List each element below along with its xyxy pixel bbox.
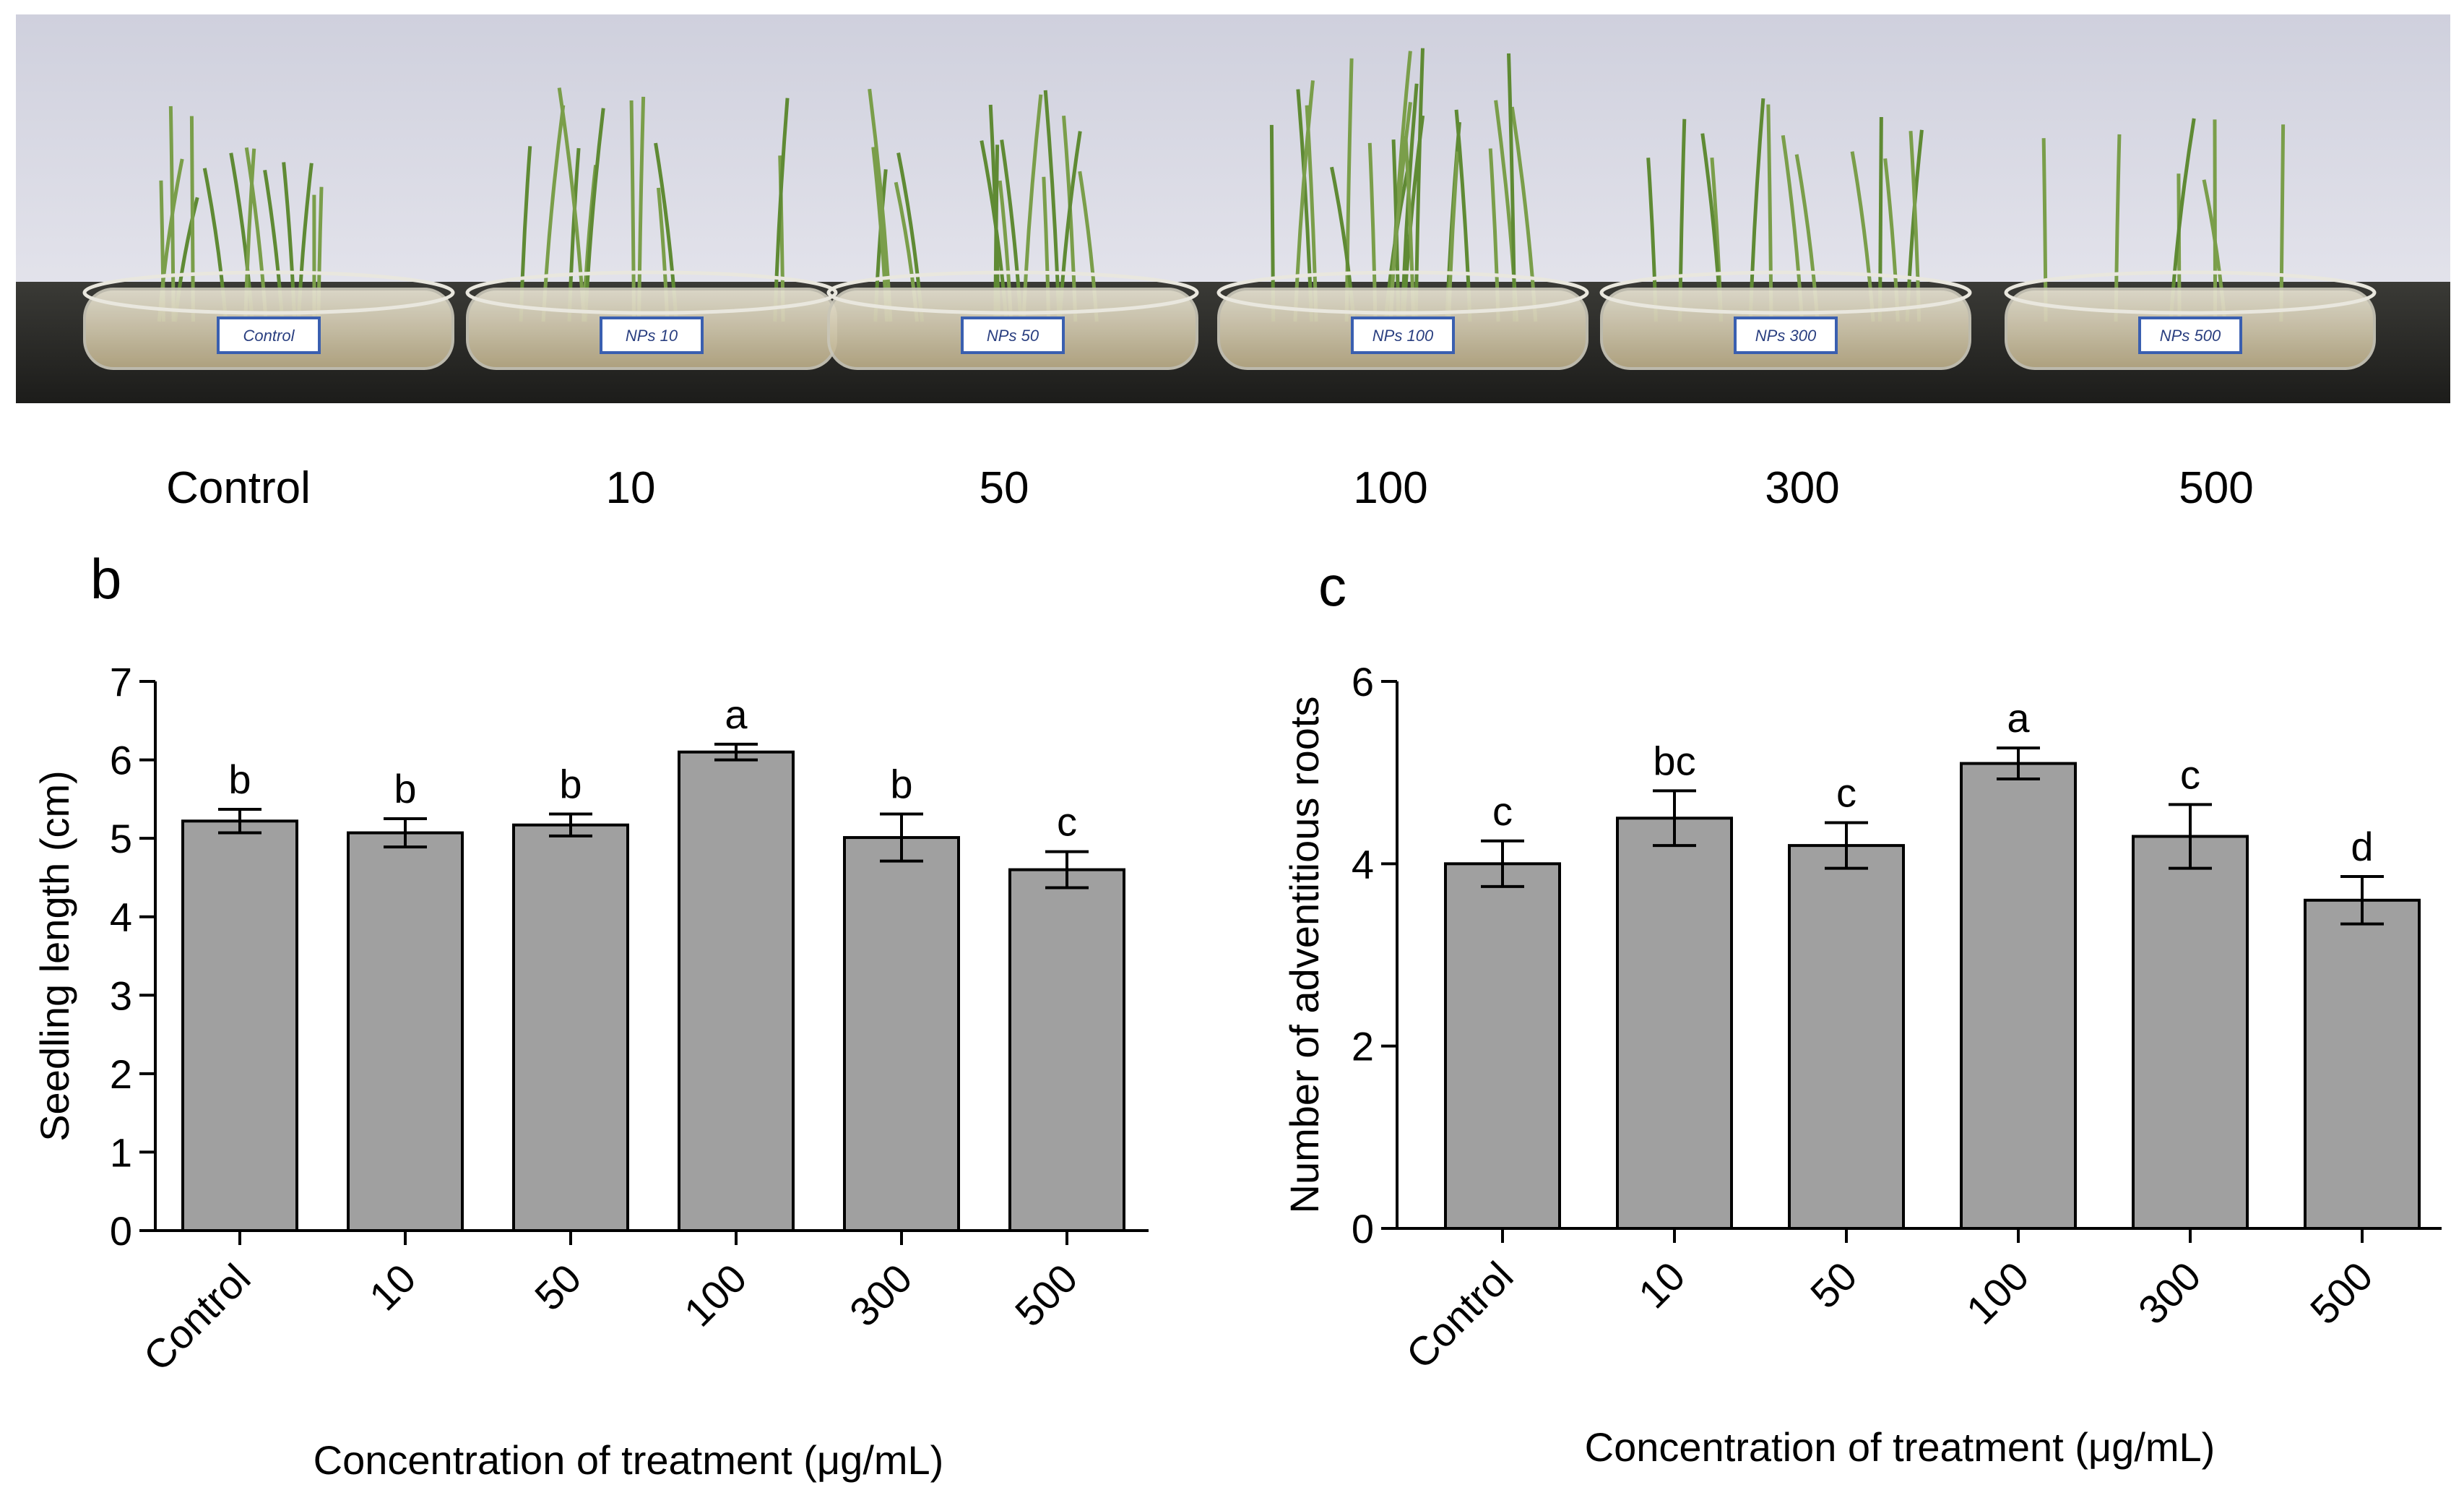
dish-rim bbox=[82, 270, 455, 315]
dish-sticker bbox=[961, 316, 1065, 354]
dish-sticker bbox=[1351, 316, 1455, 354]
seedling-photo: Control NPs 10 NPs 50 NPs 100 NPs 300 NPs 500 bbox=[16, 14, 2450, 403]
petri-dish: NPs 100 bbox=[1216, 48, 1589, 370]
seedling-leaf bbox=[1344, 58, 1354, 322]
significance-letter: b bbox=[559, 761, 582, 806]
y-tick-label: 4 bbox=[1352, 841, 1374, 887]
significance-letter: c bbox=[1057, 799, 1077, 845]
dish-sticker-text: NPs 50 bbox=[987, 327, 1039, 345]
chart-adventitious-roots: 0 2 4 6 Number of adventitious roots c Control… bbox=[1281, 659, 2442, 1470]
significance-letter: c bbox=[1492, 788, 1513, 834]
bar-50 bbox=[1788, 844, 1905, 1231]
x-tick-label: 100 bbox=[1958, 1253, 2038, 1333]
x-tick-label: Control bbox=[1397, 1253, 1521, 1377]
bar-100 bbox=[678, 750, 795, 1232]
bar-300 bbox=[843, 836, 960, 1232]
seedling-photo-illustration: Control NPs 10 NPs 50 NPs 100 NPs 300 NPs 500 bbox=[16, 14, 2450, 403]
dish-sticker-text: NPs 300 bbox=[1755, 327, 1817, 345]
y-tick-label: 2 bbox=[1352, 1024, 1374, 1069]
significance-letter: c bbox=[2180, 752, 2200, 797]
y-tick-label: 3 bbox=[110, 973, 132, 1018]
panel-b-letter: b bbox=[90, 547, 122, 611]
y-tick-label: 6 bbox=[1352, 659, 1374, 705]
bar-50 bbox=[512, 823, 629, 1232]
x-tick-label: 300 bbox=[841, 1255, 921, 1335]
bar-300 bbox=[2132, 835, 2249, 1230]
dish-sticker bbox=[217, 316, 321, 354]
dish-rim bbox=[465, 270, 838, 315]
bar-control bbox=[1444, 862, 1561, 1230]
seedling-leaf bbox=[1414, 48, 1425, 322]
petri-dish: NPs 10 bbox=[465, 87, 838, 370]
dish-sticker bbox=[2138, 316, 2242, 354]
photo-label-300: 300 bbox=[1765, 463, 1840, 513]
y-tick-label: 1 bbox=[110, 1129, 132, 1175]
significance-letter: c bbox=[1836, 770, 1856, 816]
x-axis-label: Concentration of treatment (μg/mL) bbox=[1585, 1424, 2216, 1470]
dish-sticker-text: NPs 500 bbox=[2160, 327, 2221, 345]
significance-letter: a bbox=[2007, 695, 2030, 741]
y-tick-label: 7 bbox=[110, 659, 132, 705]
seedling-leaf bbox=[1507, 53, 1517, 322]
x-tick-label: 300 bbox=[2130, 1253, 2210, 1333]
dish-sticker-text: NPs 10 bbox=[626, 327, 678, 345]
petri-dish: Control bbox=[82, 105, 455, 370]
y-tick-label: 6 bbox=[110, 738, 132, 783]
significance-letter: b bbox=[890, 761, 912, 806]
petri-dish: NPs 300 bbox=[1599, 98, 1972, 370]
significance-letter: bc bbox=[1653, 738, 1695, 783]
y-axis-label: Seedling length (cm) bbox=[32, 770, 77, 1142]
photo-label-50: 50 bbox=[979, 463, 1029, 513]
significance-letter: d bbox=[2351, 824, 2373, 869]
y-axis-label: Number of adventitious roots bbox=[1281, 697, 1327, 1214]
significance-letter: a bbox=[725, 692, 748, 737]
x-axis-label: Concentration of treatment (μg/mL) bbox=[314, 1437, 944, 1483]
y-tick-label: 0 bbox=[1352, 1206, 1374, 1252]
x-tick-label: Control bbox=[134, 1255, 259, 1379]
y-tick-label: 2 bbox=[110, 1051, 132, 1097]
dish-sticker bbox=[600, 316, 704, 354]
chart-seedling-length: 0 1 2 3 4 5 6 7 Seedling length (cm) b Control b 10 b… bbox=[32, 659, 1149, 1483]
dish-sticker-text: Control bbox=[243, 327, 295, 345]
bar-500 bbox=[2304, 898, 2421, 1230]
petri-dish: NPs 500 bbox=[2004, 118, 2377, 370]
x-tick-label: 500 bbox=[1006, 1255, 1086, 1335]
bar-500 bbox=[1008, 868, 1125, 1232]
dish-rim bbox=[1216, 270, 1589, 315]
significance-letter: b bbox=[228, 757, 251, 802]
x-tick-label: 500 bbox=[2301, 1253, 2382, 1333]
dish-rim bbox=[826, 270, 1199, 315]
panel-c-letter: c bbox=[1318, 554, 1346, 618]
x-tick-label: 100 bbox=[675, 1255, 756, 1335]
dish-sticker-text: NPs 100 bbox=[1373, 327, 1434, 345]
photo-label-10: 10 bbox=[605, 463, 656, 513]
dish-rim bbox=[1599, 270, 1972, 315]
bar-10 bbox=[1616, 817, 1733, 1230]
petri-dish: NPs 50 bbox=[826, 88, 1199, 370]
y-tick-label: 4 bbox=[110, 895, 132, 940]
significance-letter: b bbox=[394, 766, 416, 811]
bar-100 bbox=[1960, 762, 2077, 1231]
photo-label-500: 500 bbox=[2179, 463, 2254, 513]
y-tick-label: 0 bbox=[110, 1208, 132, 1254]
dish-sticker bbox=[1734, 316, 1838, 354]
x-tick-label: 10 bbox=[1630, 1253, 1694, 1317]
x-tick-label: 10 bbox=[360, 1255, 425, 1319]
dish-rim bbox=[2004, 270, 2377, 315]
y-tick-label: 5 bbox=[110, 816, 132, 861]
x-tick-label: 50 bbox=[526, 1255, 590, 1319]
bar-control bbox=[181, 819, 298, 1232]
x-tick-label: 50 bbox=[1802, 1253, 1866, 1317]
photo-label-100: 100 bbox=[1353, 463, 1428, 513]
photo-label-control: Control bbox=[166, 463, 311, 513]
bar-10 bbox=[347, 831, 464, 1232]
